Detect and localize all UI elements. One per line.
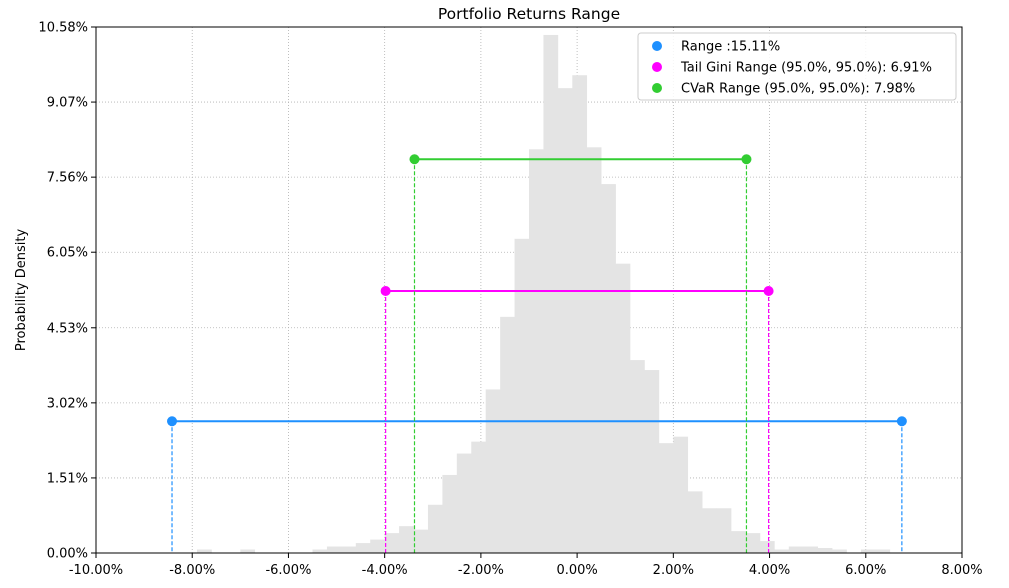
- chart-title: Portfolio Returns Range: [438, 5, 620, 23]
- histogram-bar: [572, 75, 588, 554]
- histogram-bar: [687, 491, 703, 553]
- y-tick-label: 4.53%: [47, 321, 88, 336]
- x-tick-label: -4.00%: [362, 563, 408, 578]
- legend-box: [637, 32, 957, 101]
- histogram-bar: [774, 549, 790, 553]
- histogram-bar: [615, 263, 631, 553]
- axis-ticks: -10.00% -8.00% -6.00% -4.00% -2.00% 0.00% 2.00…: [38, 21, 982, 579]
- x-tick-label: 6.00%: [845, 563, 886, 578]
- histogram-bar: [485, 389, 501, 553]
- histogram-bar: [702, 508, 717, 553]
- x-tick-label: 8.00%: [941, 563, 982, 578]
- range-series: [167, 154, 907, 553]
- histogram-bar: [673, 436, 689, 553]
- histogram-bar: [543, 34, 559, 553]
- histogram-bar: [399, 526, 414, 553]
- histogram-bar: [442, 474, 458, 553]
- histogram-bar: [601, 184, 616, 553]
- y-axis-label: Probability Density: [14, 229, 29, 352]
- range-endpoint: [896, 416, 907, 427]
- histogram-bar: [341, 546, 357, 553]
- x-tick-label: -2.00%: [458, 563, 504, 578]
- x-tick-label: 0.00%: [556, 563, 597, 578]
- histogram-bar: [500, 316, 515, 553]
- histogram-bar: [355, 543, 371, 553]
- x-tick-label: 4.00%: [749, 563, 790, 578]
- histogram-bar: [427, 504, 443, 553]
- y-tick-label: 0.00%: [47, 547, 88, 562]
- histogram-bar: [716, 508, 732, 553]
- legend-label: CVaR Range (95.0%, 95.0%): 7.98%: [681, 82, 915, 97]
- histogram-bar: [817, 548, 833, 553]
- legend: Range :15.11% Tail Gini Range (95.0%, 95.…: [637, 32, 957, 101]
- histogram: [197, 34, 891, 554]
- range-endpoint: [380, 285, 391, 296]
- range-endpoint: [741, 154, 752, 165]
- histogram-bar: [370, 539, 385, 553]
- histogram-bar: [832, 549, 847, 553]
- x-tick-label: -8.00%: [169, 563, 215, 578]
- legend-marker: [652, 41, 662, 51]
- histogram-bar: [803, 546, 818, 553]
- histogram-bar: [557, 88, 573, 553]
- histogram-bar: [745, 533, 761, 553]
- histogram-bar: [731, 531, 746, 553]
- histogram-bar: [197, 549, 212, 553]
- y-tick-label: 9.07%: [47, 96, 88, 111]
- plot-frame: [95, 26, 963, 554]
- histogram-bar: [312, 549, 328, 553]
- x-tick-label: -6.00%: [265, 563, 311, 578]
- legend-marker: [652, 62, 662, 72]
- y-tick-label: 10.58%: [38, 21, 88, 36]
- y-tick-label: 6.05%: [47, 246, 88, 261]
- histogram-bar: [413, 529, 429, 553]
- histogram-bar: [471, 441, 486, 553]
- x-tick-label: 2.00%: [653, 563, 694, 578]
- histogram-bar: [586, 147, 602, 554]
- histogram-bar: [240, 549, 256, 553]
- x-tick-label: -10.00%: [69, 563, 123, 578]
- range-endpoint: [409, 154, 420, 165]
- histogram-bar: [875, 549, 891, 553]
- histogram-bar: [860, 549, 876, 553]
- legend-marker: [652, 83, 662, 93]
- histogram-bar: [514, 238, 530, 553]
- histogram-bar: [384, 533, 400, 553]
- histogram-bar: [456, 453, 472, 553]
- histogram-bar: [326, 546, 342, 553]
- legend-label: Tail Gini Range (95.0%, 95.0%): 6.91%: [680, 61, 932, 76]
- histogram-bar: [658, 443, 674, 553]
- range-endpoint: [763, 285, 774, 296]
- histogram-bar: [759, 541, 775, 553]
- histogram-bar: [529, 149, 544, 553]
- legend-label: Range :15.11%: [681, 40, 780, 55]
- y-tick-label: 1.51%: [47, 471, 88, 486]
- histogram-bar: [630, 360, 645, 553]
- y-tick-label: 3.02%: [47, 396, 88, 411]
- range-endpoint: [167, 416, 178, 427]
- histogram-bar: [644, 370, 660, 553]
- y-tick-label: 7.56%: [47, 171, 88, 186]
- histogram-bar: [788, 546, 804, 553]
